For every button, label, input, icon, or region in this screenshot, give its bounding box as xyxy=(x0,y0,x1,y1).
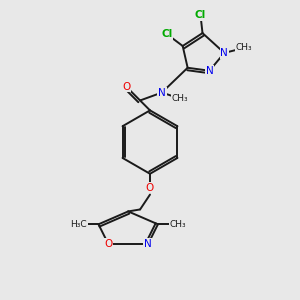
Text: O: O xyxy=(104,239,112,249)
Text: N: N xyxy=(144,239,152,249)
Text: N: N xyxy=(206,66,213,76)
Text: O: O xyxy=(146,183,154,193)
Text: Cl: Cl xyxy=(195,10,206,20)
Text: O: O xyxy=(122,82,130,92)
Text: N: N xyxy=(220,48,228,58)
Text: H₃C: H₃C xyxy=(70,220,87,229)
Text: CH₃: CH₃ xyxy=(171,94,188,103)
Text: Cl: Cl xyxy=(161,29,172,39)
Text: N: N xyxy=(158,88,166,98)
Text: CH₃: CH₃ xyxy=(236,44,252,52)
Text: CH₃: CH₃ xyxy=(169,220,186,229)
